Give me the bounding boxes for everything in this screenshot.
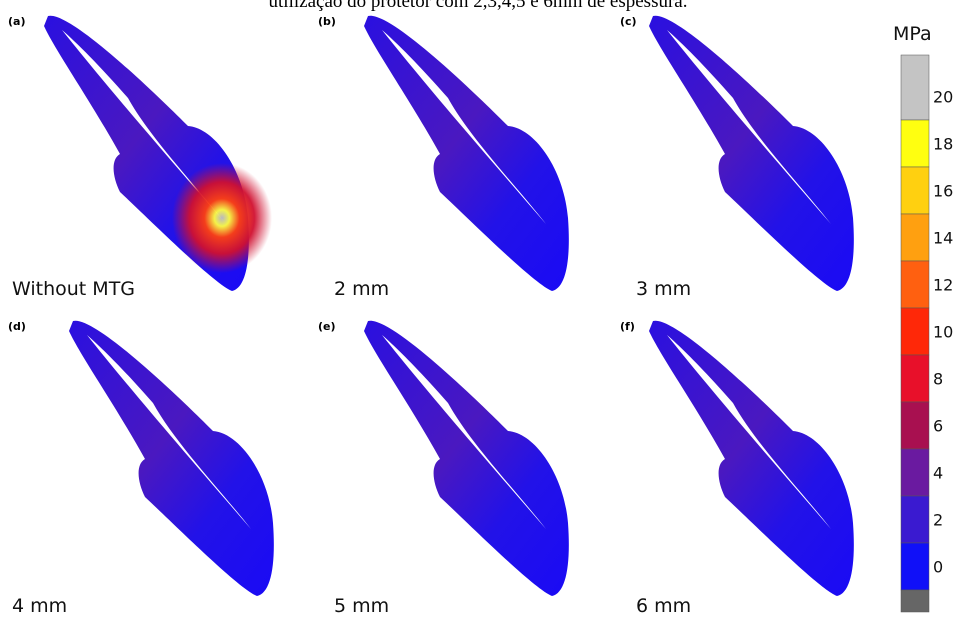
panel-label: 6 mm xyxy=(636,595,691,617)
colorbar-tick-label: 12 xyxy=(933,276,953,295)
panel: (b) 2 mm xyxy=(318,15,569,300)
colorbar-tick-label: 4 xyxy=(933,464,943,483)
figure-canvas: (a) Without MTG (b) 2 mm (c) 3 mm (d) 4 mm (e) 5 … xyxy=(0,0,956,617)
colorbar-segment xyxy=(901,120,929,167)
tooth-model xyxy=(364,321,569,596)
figure: utilização do protetor com 2,3,4,5 e 6mm… xyxy=(0,0,956,617)
colorbar-tick-label: 14 xyxy=(933,229,953,248)
panel-label: 2 mm xyxy=(334,278,389,300)
panel-letter: (d) xyxy=(8,320,26,333)
colorbar-segment xyxy=(901,261,929,308)
tooth-model xyxy=(69,321,274,596)
panel: (f) 6 mm xyxy=(620,320,854,617)
panel: (d) 4 mm xyxy=(8,320,274,617)
colorbar-tick-label: 18 xyxy=(933,135,953,154)
colorbar-tick-label: 20 xyxy=(933,88,953,107)
panel-letter: (e) xyxy=(318,320,336,333)
colorbar-segment xyxy=(901,214,929,261)
colorbar-segment xyxy=(901,55,929,120)
colorbar-tick-label: 16 xyxy=(933,182,953,201)
panel: (e) 5 mm xyxy=(318,320,569,617)
panel-label: 3 mm xyxy=(636,278,691,300)
panel-letter: (c) xyxy=(620,15,637,28)
panel: (c) 3 mm xyxy=(620,15,854,300)
panel-letter: (a) xyxy=(8,15,25,28)
panel-label: 5 mm xyxy=(334,595,389,617)
colorbar-segment xyxy=(901,449,929,496)
stress-hotspot xyxy=(172,163,272,273)
colorbar-tick-label: 10 xyxy=(933,323,953,342)
tooth-model xyxy=(649,16,854,291)
colorbar-tick-label: 6 xyxy=(933,417,943,436)
panel: (a) Without MTG xyxy=(8,15,272,300)
colorbar-segment xyxy=(901,590,929,612)
colorbar-segment xyxy=(901,308,929,355)
colorbar-segment xyxy=(901,543,929,590)
colorbar-segment xyxy=(901,402,929,449)
colorbar-tick-label: 8 xyxy=(933,370,943,389)
panels: (a) Without MTG (b) 2 mm (c) 3 mm (d) 4 mm (e) 5 … xyxy=(8,15,854,617)
tooth-model xyxy=(364,16,569,291)
panel-label: Without MTG xyxy=(12,278,135,300)
panel-label: 4 mm xyxy=(12,595,67,617)
colorbar-segment xyxy=(901,496,929,543)
colorbar-unit: MPa xyxy=(893,23,932,45)
colorbar-tick-label: 2 xyxy=(933,511,943,530)
panel-letter: (f) xyxy=(620,320,635,333)
colorbar-tick-label: 0 xyxy=(933,558,943,577)
colorbar-segment xyxy=(901,167,929,214)
colorbar-segment xyxy=(901,355,929,402)
panel-letter: (b) xyxy=(318,15,336,28)
tooth-model xyxy=(649,321,854,596)
